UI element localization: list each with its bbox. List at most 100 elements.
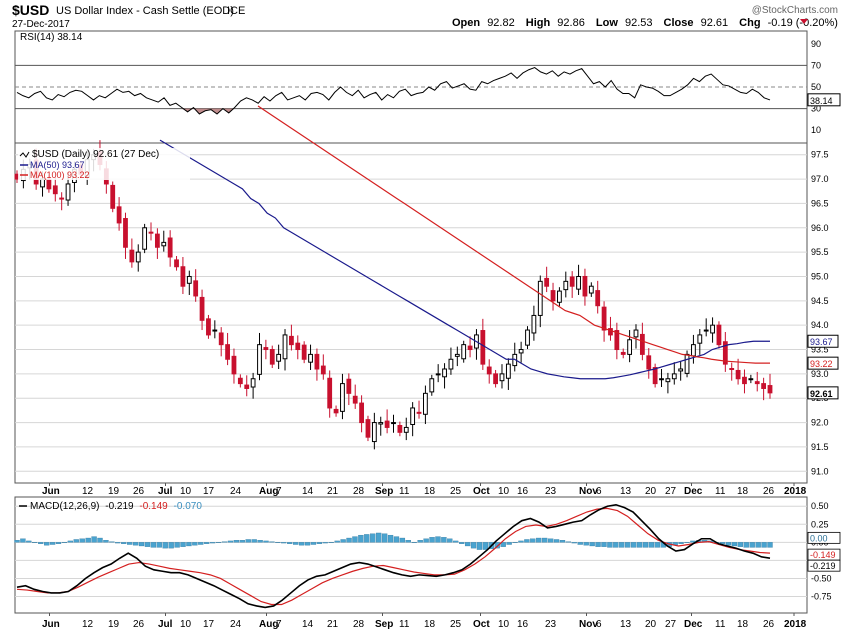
candle: [442, 363, 447, 389]
candle-body: [448, 358, 454, 370]
macd-y-tick: 0.25: [811, 519, 829, 529]
low-label: Low: [596, 17, 618, 29]
candle-body: [525, 329, 530, 346]
macd-hist-bar: [684, 542, 690, 544]
candle-body: [320, 365, 326, 375]
candle-body: [52, 185, 58, 195]
candle-body: [722, 341, 728, 365]
candle-body: [116, 206, 122, 224]
x-tick-top: 11: [715, 486, 726, 497]
x-tick-bottom: 28: [353, 619, 365, 630]
x-tick-bottom: 21: [327, 619, 339, 630]
candle-body: [301, 344, 307, 360]
macd-hist-bar: [334, 540, 340, 543]
candle: [371, 412, 377, 450]
candle: [231, 348, 237, 384]
candle-body: [569, 276, 575, 287]
ma100-last: 93.22: [810, 359, 833, 369]
price-y-tick: 97.0: [811, 174, 829, 184]
x-tick-top: 14: [302, 486, 314, 497]
macd-hist-bar: [767, 542, 773, 548]
candle-body: [467, 345, 473, 351]
candle: [544, 266, 550, 293]
macd-hist-bar: [239, 540, 245, 543]
macd-hist-bar: [370, 533, 376, 543]
macd-hist-bar: [512, 542, 518, 544]
x-tick-bottom: 14: [302, 619, 314, 630]
macd-hist-bar: [423, 538, 429, 543]
macd-hist-bar: [453, 540, 459, 543]
macd-hist-bar: [393, 536, 400, 543]
candle: [691, 334, 696, 364]
candle: [582, 268, 588, 306]
x-tick-top: 27: [665, 486, 677, 497]
x-tick-top: 16: [517, 486, 529, 497]
macd-hist-bar: [755, 542, 761, 548]
candle-body: [352, 395, 358, 404]
rsi-y-tick: 50: [811, 82, 821, 92]
x-tick-top: 28: [353, 486, 365, 497]
rsi-y-tick: 30: [811, 104, 821, 114]
macd-hist-bar: [381, 533, 388, 543]
open-label: Open: [452, 17, 480, 29]
candle-body: [563, 280, 569, 291]
candle: [448, 347, 454, 375]
candle: [167, 230, 173, 267]
macd-y-tick: -0.50: [811, 573, 832, 583]
macd-hist-bar: [642, 542, 649, 548]
macd-hist-bar: [411, 542, 417, 544]
candle-body: [767, 385, 773, 394]
candle-body: [148, 231, 154, 234]
x-tick-top: 11: [399, 486, 410, 497]
candle-body: [601, 306, 607, 331]
macd-hist-bar: [198, 542, 204, 545]
candle: [148, 222, 154, 241]
macd-hist-bar: [547, 538, 554, 543]
candle-body: [276, 353, 282, 362]
macd-hist-bar: [619, 542, 625, 548]
price-y-tick: 93.5: [811, 345, 829, 355]
candle: [486, 359, 492, 384]
macd-hist-bar: [121, 542, 127, 544]
macd-hist-bar: [470, 542, 477, 549]
macd-hist-bar: [583, 542, 589, 546]
x-tick-bottom: 13: [620, 619, 632, 630]
macd-hist-bar: [577, 542, 583, 545]
candle-body: [371, 422, 377, 443]
candle-body: [544, 277, 550, 287]
candle: [429, 374, 435, 396]
price-y-tick: 91.0: [811, 466, 829, 476]
candle: [678, 361, 684, 381]
candle: [391, 414, 396, 433]
macd-hist-bar: [32, 542, 38, 544]
macd-hist-bar: [127, 542, 133, 545]
macd-hist-bar: [376, 532, 382, 543]
macd-panel: [14, 496, 808, 614]
candle: [320, 354, 326, 380]
x-tick-bottom: 12: [82, 619, 94, 630]
candle: [729, 362, 735, 381]
candle-body: [135, 251, 141, 263]
x-tick-bottom: 24: [230, 619, 242, 630]
macd-hist-bar: [530, 538, 536, 543]
candle-body: [218, 332, 224, 346]
candle: [308, 344, 313, 370]
candle-body: [391, 422, 396, 425]
macd-hist-bar: [553, 539, 560, 543]
ma50-line: [159, 139, 770, 380]
candle-body: [174, 259, 179, 268]
macd-hist-bar: [227, 540, 234, 543]
x-tick-top: 20: [645, 486, 657, 497]
macd-hist-bar: [482, 542, 489, 550]
macd-hist-bar: [26, 540, 32, 543]
x-tick-bottom: 26: [763, 619, 775, 630]
candle-body: [167, 237, 173, 258]
candle: [499, 364, 505, 389]
candle: [588, 282, 594, 297]
macd-hist-bar: [429, 537, 435, 543]
macd-hist-bar: [322, 542, 328, 544]
candle-body: [557, 290, 562, 303]
candle-body: [193, 280, 199, 297]
x-tick-bottom: 6: [596, 619, 602, 630]
macd-hist-bar: [630, 542, 637, 548]
